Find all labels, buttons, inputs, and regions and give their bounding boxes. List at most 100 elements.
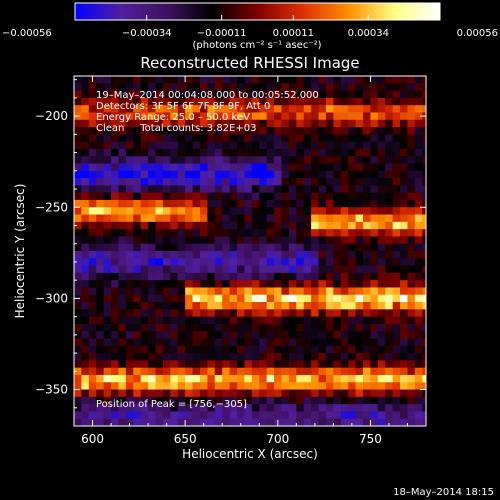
heatmap-cell bbox=[370, 323, 379, 332]
heatmap-cell bbox=[125, 309, 134, 318]
heatmap-cell bbox=[355, 105, 364, 113]
heatmap-cell bbox=[199, 170, 208, 179]
heatmap-cell bbox=[392, 229, 401, 237]
heatmap-cell bbox=[111, 280, 119, 288]
heatmap-cell bbox=[170, 134, 179, 143]
heatmap-cell bbox=[266, 404, 275, 412]
heatmap-cell bbox=[148, 265, 157, 274]
heatmap-cell bbox=[125, 112, 134, 121]
heatmap-cell bbox=[185, 243, 194, 252]
heatmap-cell bbox=[296, 105, 305, 113]
heatmap-cell bbox=[237, 127, 245, 135]
heatmap-cell bbox=[259, 404, 268, 412]
heatmap-cell bbox=[148, 105, 157, 113]
heatmap-cell bbox=[311, 207, 320, 216]
heatmap-cell bbox=[333, 119, 342, 128]
heatmap-cell bbox=[422, 221, 426, 230]
heatmap-cell bbox=[288, 127, 297, 135]
heatmap-cell bbox=[207, 382, 216, 391]
heatmap-cell bbox=[348, 374, 357, 383]
heatmap-cell bbox=[199, 272, 208, 281]
heatmap-cell bbox=[185, 134, 194, 143]
heatmap-cell bbox=[125, 105, 134, 113]
heatmap-cell bbox=[370, 302, 379, 310]
heatmap-cell bbox=[185, 214, 194, 223]
heatmap-cell bbox=[296, 243, 305, 252]
heatmap-cell bbox=[199, 214, 208, 223]
heatmap-cell bbox=[133, 119, 142, 128]
heatmap-cell bbox=[192, 360, 201, 369]
heatmap-cell bbox=[318, 418, 327, 426]
heatmap-cell bbox=[170, 302, 179, 310]
heatmap-cell bbox=[192, 367, 201, 376]
heatmap-cell bbox=[125, 163, 134, 172]
heatmap-cell bbox=[340, 287, 349, 296]
heatmap-cell bbox=[363, 418, 371, 426]
heatmap-cell bbox=[355, 418, 364, 426]
heatmap-cell bbox=[281, 360, 290, 369]
heatmap-cell bbox=[177, 302, 186, 310]
heatmap-cell bbox=[111, 163, 119, 172]
heatmap-cell bbox=[81, 97, 90, 106]
heatmap-cell bbox=[207, 251, 216, 259]
heatmap-cell bbox=[281, 411, 290, 420]
heatmap-cell bbox=[96, 258, 105, 267]
heatmap-cell bbox=[229, 163, 238, 172]
heatmap-cell bbox=[303, 214, 312, 223]
heatmap-cell bbox=[155, 229, 164, 237]
heatmap-cell bbox=[370, 207, 379, 216]
heatmap-cell bbox=[385, 119, 394, 128]
heatmap-cell bbox=[422, 280, 426, 288]
heatmap-cell bbox=[155, 214, 164, 223]
heatmap-cell bbox=[118, 294, 127, 303]
heatmap-cell bbox=[311, 294, 320, 303]
heatmap-cell bbox=[140, 243, 149, 252]
heatmap-cell bbox=[311, 360, 320, 369]
heatmap-cell bbox=[400, 229, 408, 237]
heatmap-cell bbox=[296, 338, 305, 347]
heatmap-cell bbox=[222, 127, 231, 135]
heatmap-cell bbox=[74, 302, 82, 310]
heatmap-cell bbox=[96, 207, 105, 216]
heatmap-cell bbox=[281, 229, 290, 237]
heatmap-cell bbox=[81, 323, 90, 332]
heatmap-cell bbox=[162, 272, 171, 281]
heatmap-cell bbox=[162, 411, 171, 420]
heatmap-cell bbox=[296, 272, 305, 281]
heatmap-cell bbox=[407, 309, 416, 318]
heatmap-cell bbox=[185, 309, 194, 318]
heatmap-cell bbox=[103, 141, 112, 150]
heatmap-cell bbox=[199, 207, 208, 216]
heatmap-cell bbox=[288, 83, 297, 92]
heatmap-cell bbox=[125, 214, 134, 223]
heatmap-cell bbox=[74, 404, 82, 412]
heatmap-cell bbox=[325, 251, 334, 259]
heatmap-cell bbox=[274, 83, 282, 92]
heatmap-cell bbox=[103, 331, 112, 339]
heatmap-cell bbox=[170, 367, 179, 376]
heatmap-cell bbox=[244, 331, 253, 339]
heatmap-cell bbox=[88, 229, 97, 237]
heatmap-cell bbox=[355, 90, 364, 99]
heatmap-cell bbox=[103, 127, 112, 135]
heatmap-cell bbox=[296, 287, 305, 296]
heatmap-cell bbox=[96, 287, 105, 296]
heatmap-cell bbox=[318, 207, 327, 216]
heatmap-cell bbox=[81, 251, 90, 259]
heatmap-cell bbox=[318, 360, 327, 369]
heatmap-cell bbox=[251, 316, 260, 325]
heatmap-cell bbox=[340, 76, 349, 84]
heatmap-cell bbox=[407, 97, 416, 106]
heatmap-cell bbox=[303, 105, 312, 113]
heatmap-cell bbox=[199, 382, 208, 391]
heatmap-cell bbox=[111, 127, 119, 135]
heatmap-cell bbox=[392, 396, 401, 405]
heatmap-cell bbox=[244, 251, 253, 259]
heatmap-cell bbox=[170, 272, 179, 281]
heatmap-cell bbox=[251, 170, 260, 179]
heatmap-cell bbox=[296, 148, 305, 157]
heatmap-cell bbox=[81, 302, 90, 310]
heatmap-cell bbox=[162, 389, 171, 398]
heatmap-cell bbox=[81, 338, 90, 347]
heatmap-cell bbox=[296, 229, 305, 237]
